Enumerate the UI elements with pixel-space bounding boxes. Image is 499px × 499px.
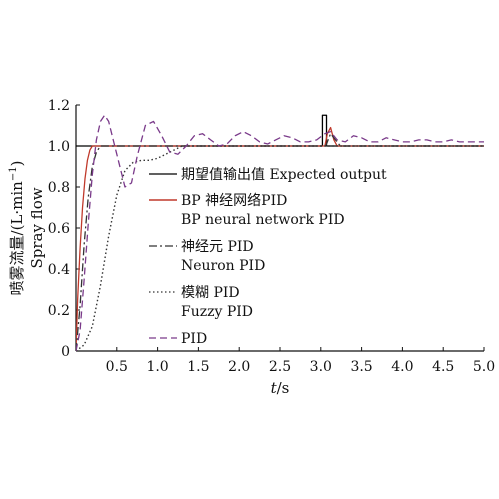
legend-label-pid: PID: [181, 331, 207, 347]
series-layer: [76, 114, 484, 352]
series-line-expected: [76, 114, 484, 147]
y-tick-label: 0: [61, 344, 70, 360]
y-tick-label: 0.4: [48, 262, 70, 278]
y-tick-label: 0.6: [48, 221, 70, 237]
legend-label-bp-en: BP neural network PID: [181, 212, 345, 228]
y-axis-title-en: Spray flow: [28, 187, 46, 268]
series-line-bp: [76, 126, 484, 352]
x-axis-title: t/s: [271, 379, 290, 397]
x-tick-label: 3.5: [350, 359, 372, 375]
x-tick-label: 0.5: [106, 359, 128, 375]
legend-label-fuzzy-en: Fuzzy PID: [181, 304, 253, 320]
x-tick-label: 2.5: [269, 359, 291, 375]
series-line-pid: [76, 114, 484, 352]
axis-ticks: 0.5 1.0 1.5 2.0 2.5 3.0 3.5 4.0 4.5 5.0 0 0.2 0.4 0.6…: [48, 98, 495, 375]
legend-label-neuron-en: Neuron PID: [181, 258, 265, 274]
legend-label-expected: 期望值输出值 Expected output: [181, 167, 387, 183]
series-line-neuron: [76, 133, 484, 352]
y-tick-label: 1.2: [48, 98, 70, 114]
x-tick-label: 1.5: [187, 359, 209, 375]
legend-label-neuron: 神经元 PID: [181, 239, 254, 255]
x-tick-label: 2.0: [228, 359, 250, 375]
x-tick-label: 3.0: [310, 359, 332, 375]
x-tick-label: 1.0: [146, 359, 168, 375]
x-tick-label: 5.0: [473, 359, 495, 375]
x-tick-label: 4.0: [391, 359, 413, 375]
y-tick-label: 0.2: [48, 303, 70, 319]
y-tick-label: 0.8: [48, 180, 70, 196]
y-axis-title: 喷雾流量/(L·min−1): [8, 161, 26, 296]
series-line-fuzzy: [76, 145, 484, 352]
y-tick-label: 1.0: [48, 139, 70, 155]
legend-label-bp: BP 神经网络PID: [181, 193, 287, 209]
legend-label-fuzzy: 模糊 PID: [181, 285, 240, 301]
legend: 期望值输出值 Expected output BP 神经网络PID BP neu…: [149, 167, 387, 347]
x-tick-label: 4.5: [432, 359, 454, 375]
